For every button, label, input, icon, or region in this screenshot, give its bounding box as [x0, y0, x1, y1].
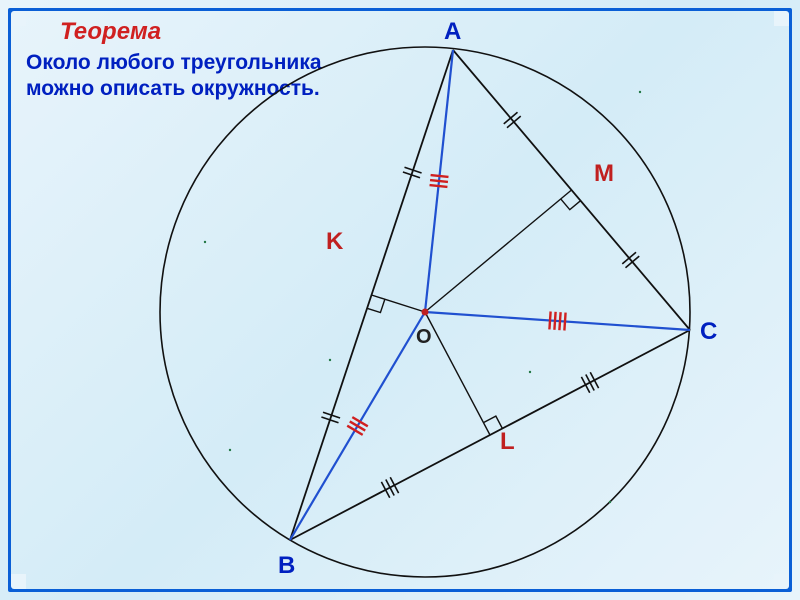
label-O: O [416, 326, 432, 349]
label-B: B [278, 552, 295, 580]
label-C: C [700, 318, 717, 346]
label-A: A [444, 18, 461, 46]
label-K: K [326, 228, 343, 256]
geometry-diagram [0, 0, 800, 600]
label-L: L [500, 428, 515, 456]
label-M: M [594, 160, 614, 188]
